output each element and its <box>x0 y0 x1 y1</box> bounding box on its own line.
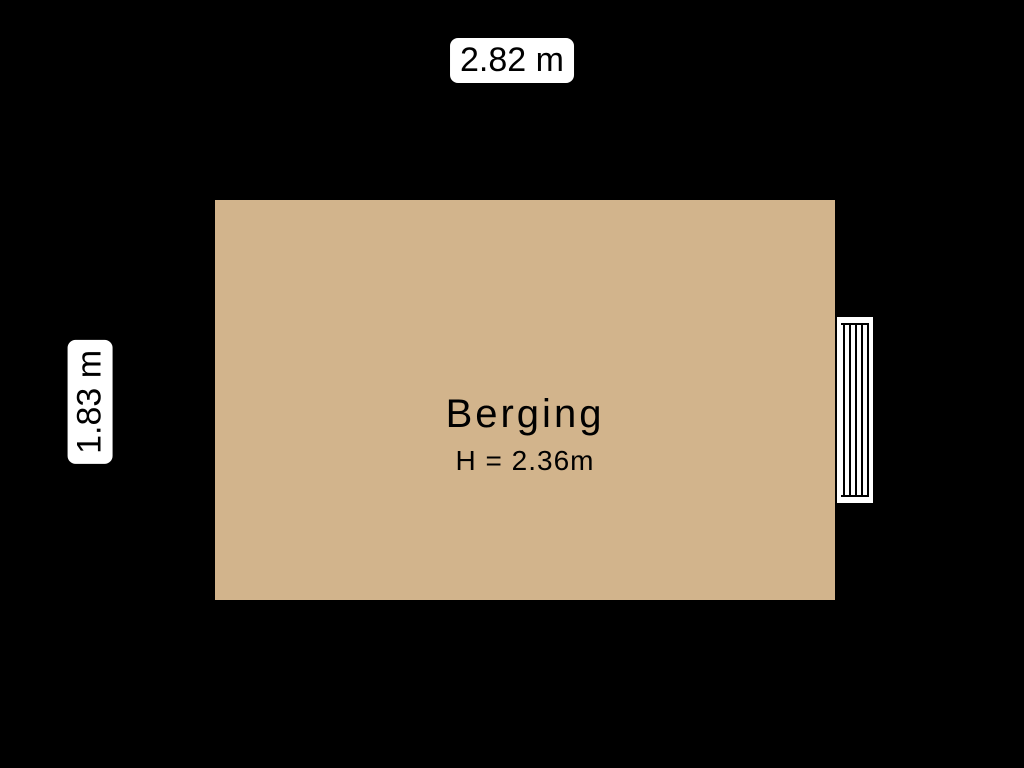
door-icon <box>835 315 875 505</box>
dimension-height-label: 1.83 m <box>68 340 113 464</box>
floorplan-canvas: 2.82 m 1.83 m Berging H = 2.36m <box>0 0 1024 768</box>
room-name: Berging <box>215 392 835 437</box>
room-height-label: H = 2.36m <box>215 445 835 477</box>
room-labels: Berging H = 2.36m <box>215 392 835 477</box>
dimension-width-label: 2.82 m <box>450 38 574 83</box>
room-berging: Berging H = 2.36m <box>215 200 835 600</box>
